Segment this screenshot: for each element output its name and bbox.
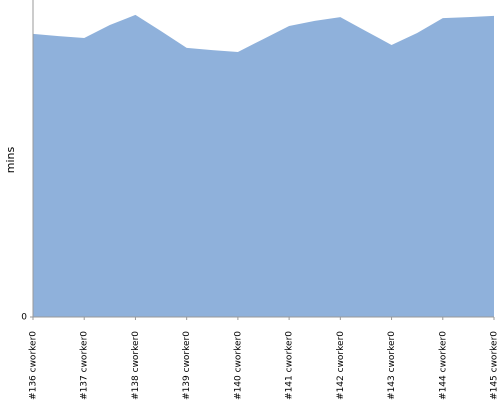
x-tick-label: #142 cworker0 <box>336 331 346 400</box>
x-tick-label: #138 cworker0 <box>131 331 141 400</box>
y-axis-label: mins <box>4 146 17 173</box>
y-tick-label: 0 <box>21 313 27 323</box>
x-tick-label: #136 cworker0 <box>29 331 39 400</box>
x-tick-label: #145 cworker0 <box>490 331 500 400</box>
x-tick-label: #140 cworker0 <box>233 331 243 400</box>
x-tick-label: #143 cworker0 <box>387 331 397 400</box>
x-tick-label: #139 cworker0 <box>182 331 192 400</box>
x-tick-label: #141 cworker0 <box>285 331 295 400</box>
x-tick-label: #144 cworker0 <box>438 331 448 400</box>
area <box>33 14 494 318</box>
x-tick-label: #137 cworker0 <box>80 331 90 400</box>
